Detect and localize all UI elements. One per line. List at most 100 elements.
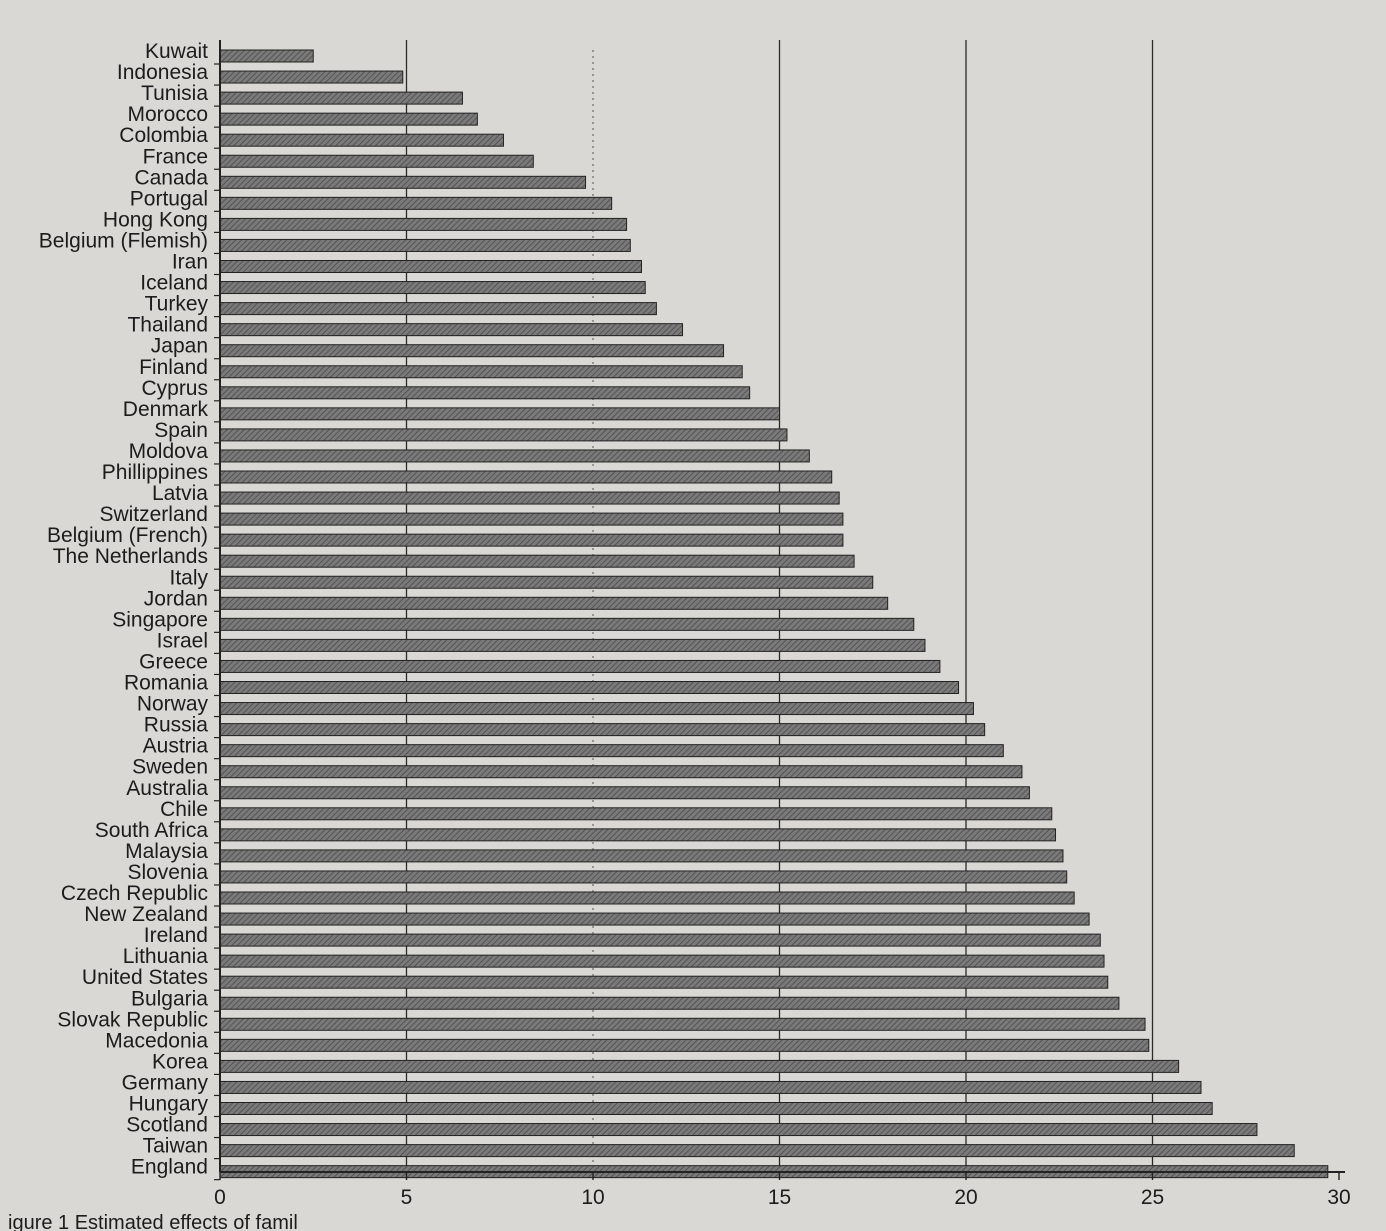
bar-kuwait [219, 49, 314, 63]
bar-spain [219, 428, 788, 442]
category-label: Hungary [129, 1093, 209, 1116]
category-label: South Africa [95, 819, 209, 842]
category-label: Iran [172, 251, 208, 274]
category-label: Tunisia [141, 82, 208, 105]
category-label: Colombia [119, 124, 208, 147]
bar-turkey [219, 302, 657, 316]
category-label: Slovenia [127, 861, 208, 884]
bar-scotland [219, 1123, 1258, 1137]
bar-chile [219, 807, 1053, 821]
category-label: Canada [134, 166, 208, 189]
category-label: The Netherlands [53, 545, 208, 568]
category-label: Turkey [145, 293, 209, 316]
category-label: New Zealand [84, 903, 208, 926]
bar-iceland [219, 281, 646, 295]
x-tick-label: 25 [1141, 1186, 1164, 1209]
bar-morocco [219, 112, 478, 126]
bar-tunisia [219, 91, 463, 105]
bar-united-states [219, 975, 1109, 989]
category-label: England [131, 1156, 208, 1179]
category-label: Sweden [132, 756, 208, 779]
bar-france [219, 154, 534, 168]
bar-ireland [219, 933, 1101, 947]
category-label: Denmark [123, 398, 209, 421]
category-label: Kuwait [145, 40, 208, 63]
bar-new-zealand [219, 912, 1090, 926]
category-label: Indonesia [117, 61, 208, 84]
bar-lithuania [219, 954, 1105, 968]
bar-russia [219, 723, 986, 737]
category-labels: KuwaitIndonesiaTunisiaMoroccoColombiaFra… [39, 40, 209, 1179]
bar-the-netherlands [219, 554, 855, 568]
bar-norway [219, 702, 974, 716]
category-label: Macedonia [105, 1029, 208, 1052]
category-label: Australia [126, 777, 208, 800]
category-label: Norway [137, 693, 209, 716]
bar-singapore [219, 617, 915, 631]
category-label: Portugal [130, 187, 208, 210]
bar-finland [219, 365, 743, 379]
category-label: Russia [144, 714, 209, 737]
bar-sweden [219, 765, 1023, 779]
bar-belgium-french [219, 533, 844, 547]
bar-japan [219, 344, 725, 358]
category-label: Korea [152, 1050, 208, 1073]
bar-greece [219, 659, 941, 673]
category-label: Scotland [126, 1114, 208, 1137]
category-label: Slovak Republic [57, 1008, 208, 1031]
category-label: Belgium (French) [47, 524, 208, 547]
category-label: Israel [157, 629, 208, 652]
category-label: Morocco [127, 103, 208, 126]
bar-italy [219, 575, 874, 589]
bars [214, 49, 1329, 1181]
category-label: Bulgaria [131, 987, 208, 1010]
bar-romania [219, 681, 960, 694]
x-tick-label: 15 [768, 1186, 791, 1209]
category-label: Singapore [112, 608, 208, 631]
category-label: Taiwan [143, 1135, 208, 1158]
category-label: Germany [122, 1071, 209, 1094]
bar-hong-kong [219, 217, 628, 231]
category-label: Czech Republic [61, 882, 208, 905]
category-label: Spain [154, 419, 208, 442]
bar-australia [219, 786, 1030, 800]
bar-jordan [219, 596, 889, 610]
x-tick-label: 0 [214, 1186, 226, 1209]
category-label: Italy [169, 566, 208, 589]
x-tick-label: 20 [954, 1186, 977, 1209]
bar-czech-republic [219, 891, 1075, 905]
bar-thailand [219, 323, 684, 337]
bar-taiwan [219, 1144, 1295, 1158]
category-label: Belgium (Flemish) [39, 229, 208, 252]
category-label: Jordan [144, 587, 208, 610]
x-tick-label: 30 [1327, 1186, 1350, 1209]
bar-israel [219, 638, 926, 652]
category-label: Phillippines [102, 461, 208, 484]
x-tick-label: 10 [581, 1186, 604, 1209]
bar-germany [219, 1080, 1202, 1094]
bar-canada [219, 175, 587, 189]
category-label: Chile [160, 798, 208, 821]
bar-bulgaria [219, 996, 1120, 1010]
category-label: Romania [124, 672, 208, 695]
bar-slovenia [219, 870, 1068, 884]
bar-hungary [219, 1102, 1213, 1115]
x-tick-label: 5 [401, 1186, 413, 1209]
category-label: Cyprus [141, 377, 208, 400]
bar-portugal [219, 196, 613, 210]
category-label: Malaysia [125, 840, 208, 863]
bar-macedonia [219, 1038, 1150, 1052]
category-label: Lithuania [123, 945, 209, 968]
category-label: Finland [139, 356, 208, 379]
category-label: Iceland [140, 272, 208, 295]
category-label: Latvia [152, 482, 208, 505]
bar-belgium-flemish [219, 238, 631, 252]
category-label: Japan [151, 335, 208, 358]
bar-austria [219, 744, 1004, 758]
category-label: Ireland [144, 924, 208, 947]
bar-cyprus [219, 386, 751, 400]
bar-phillippines [219, 470, 833, 484]
bar-denmark [219, 407, 780, 421]
bar-slovak-republic [219, 1017, 1146, 1031]
